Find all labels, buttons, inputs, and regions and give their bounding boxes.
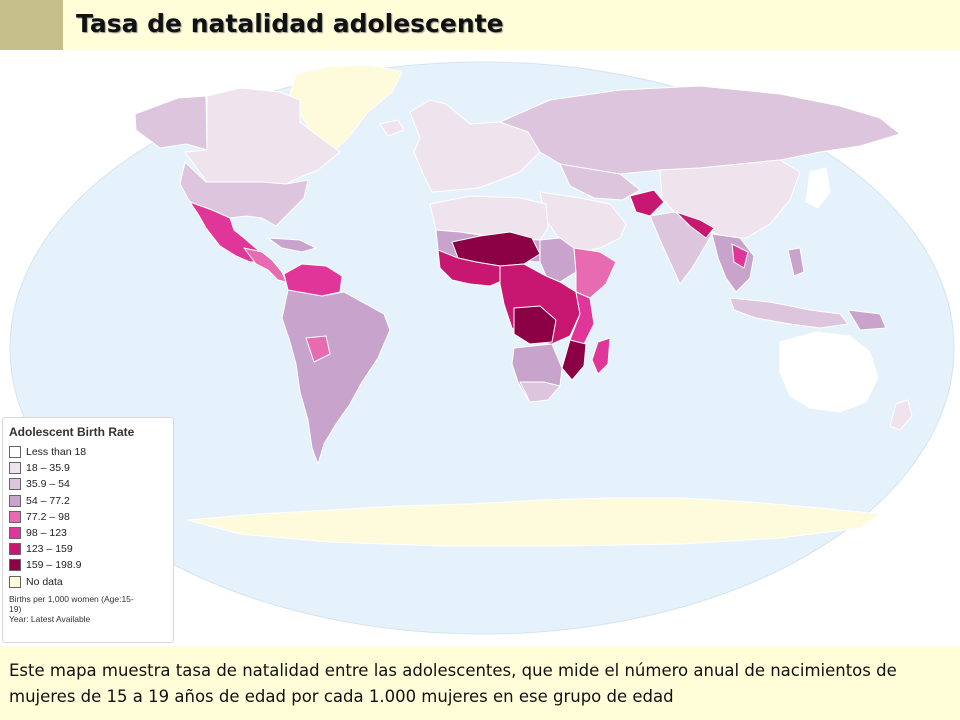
legend-swatch xyxy=(9,510,21,523)
caribbean xyxy=(267,237,317,253)
title-accent-block xyxy=(0,0,63,50)
legend-swatch xyxy=(9,527,21,540)
caption-text: Este mapa muestra tasa de natalidad entr… xyxy=(9,661,897,706)
horn-of-africa xyxy=(573,247,617,299)
legend-note-line: Births per 1,000 women (Age:15- xyxy=(9,593,134,604)
legend-swatch xyxy=(9,494,21,507)
legend-label: 77.2 – 98 xyxy=(26,510,70,523)
afghanistan xyxy=(629,189,665,217)
middle-east xyxy=(539,191,627,253)
legend-swatch xyxy=(9,478,21,491)
legend-swatch xyxy=(9,446,21,459)
caption-band: Este mapa muestra tasa de natalidad entr… xyxy=(0,646,960,720)
antarctica xyxy=(187,497,881,547)
indonesia xyxy=(729,297,849,329)
laos xyxy=(731,243,749,269)
russia xyxy=(499,85,901,175)
philippines xyxy=(787,247,805,277)
legend-label: 18 – 35.9 xyxy=(26,462,70,475)
legend-label: 54 – 77.2 xyxy=(26,494,70,507)
graticule-ring xyxy=(9,61,955,635)
legend-item: 18 – 35.9 xyxy=(9,460,167,476)
legend-label: 98 – 123 xyxy=(26,527,67,540)
drc xyxy=(513,305,557,345)
sudan xyxy=(539,237,577,283)
legend-label: Less than 18 xyxy=(26,446,87,459)
legend-item: No data xyxy=(9,574,167,590)
legend-item: 77.2 – 98 xyxy=(9,509,167,525)
bolivia xyxy=(305,335,331,363)
south-america xyxy=(281,289,391,465)
title-bar: Tasa de natalidad adolescente xyxy=(0,0,960,50)
legend-swatch xyxy=(9,559,21,572)
legend-label: 35.9 – 54 xyxy=(26,478,70,491)
canada xyxy=(184,87,341,185)
mozambique xyxy=(561,339,587,381)
bangladesh xyxy=(675,211,715,239)
legend-swatch xyxy=(9,462,21,475)
australia xyxy=(779,331,879,413)
legend-item: 35.9 – 54 xyxy=(9,476,167,492)
legend-note: Births per 1,000 women (Age:15- 19) Year… xyxy=(9,594,167,624)
central-asia xyxy=(559,163,641,201)
legend-item: 159 – 198.9 xyxy=(9,557,167,573)
legend-item: Less than 18 xyxy=(9,444,167,460)
alaska xyxy=(134,95,208,151)
page-title: Tasa de natalidad adolescente xyxy=(76,9,504,38)
legend-label: 123 – 159 xyxy=(26,543,73,556)
map-legend: Adolescent Birth Rate Less than 18 18 – … xyxy=(2,417,174,643)
legend-swatch xyxy=(9,575,21,588)
world-map xyxy=(0,52,960,646)
map-svg xyxy=(9,61,955,635)
legend-note-line: 19) xyxy=(9,603,22,614)
legend-swatch xyxy=(9,543,21,556)
europe xyxy=(409,99,541,193)
legend-item: 123 – 159 xyxy=(9,541,167,557)
west-africa-coast xyxy=(437,249,505,287)
south-africa xyxy=(519,381,561,403)
legend-item: 98 – 123 xyxy=(9,525,167,541)
legend-label: No data xyxy=(26,575,63,588)
legend-label: 159 – 198.9 xyxy=(26,559,82,572)
legend-item: 54 – 77.2 xyxy=(9,493,167,509)
madagascar xyxy=(591,337,611,375)
new-zealand xyxy=(889,399,913,431)
papua xyxy=(847,309,887,331)
legend-title: Adolescent Birth Rate xyxy=(9,425,135,439)
iceland xyxy=(379,119,405,137)
legend-note-line: Year: Latest Available xyxy=(9,613,91,624)
japan xyxy=(805,167,831,209)
southeast-asia xyxy=(711,233,755,293)
